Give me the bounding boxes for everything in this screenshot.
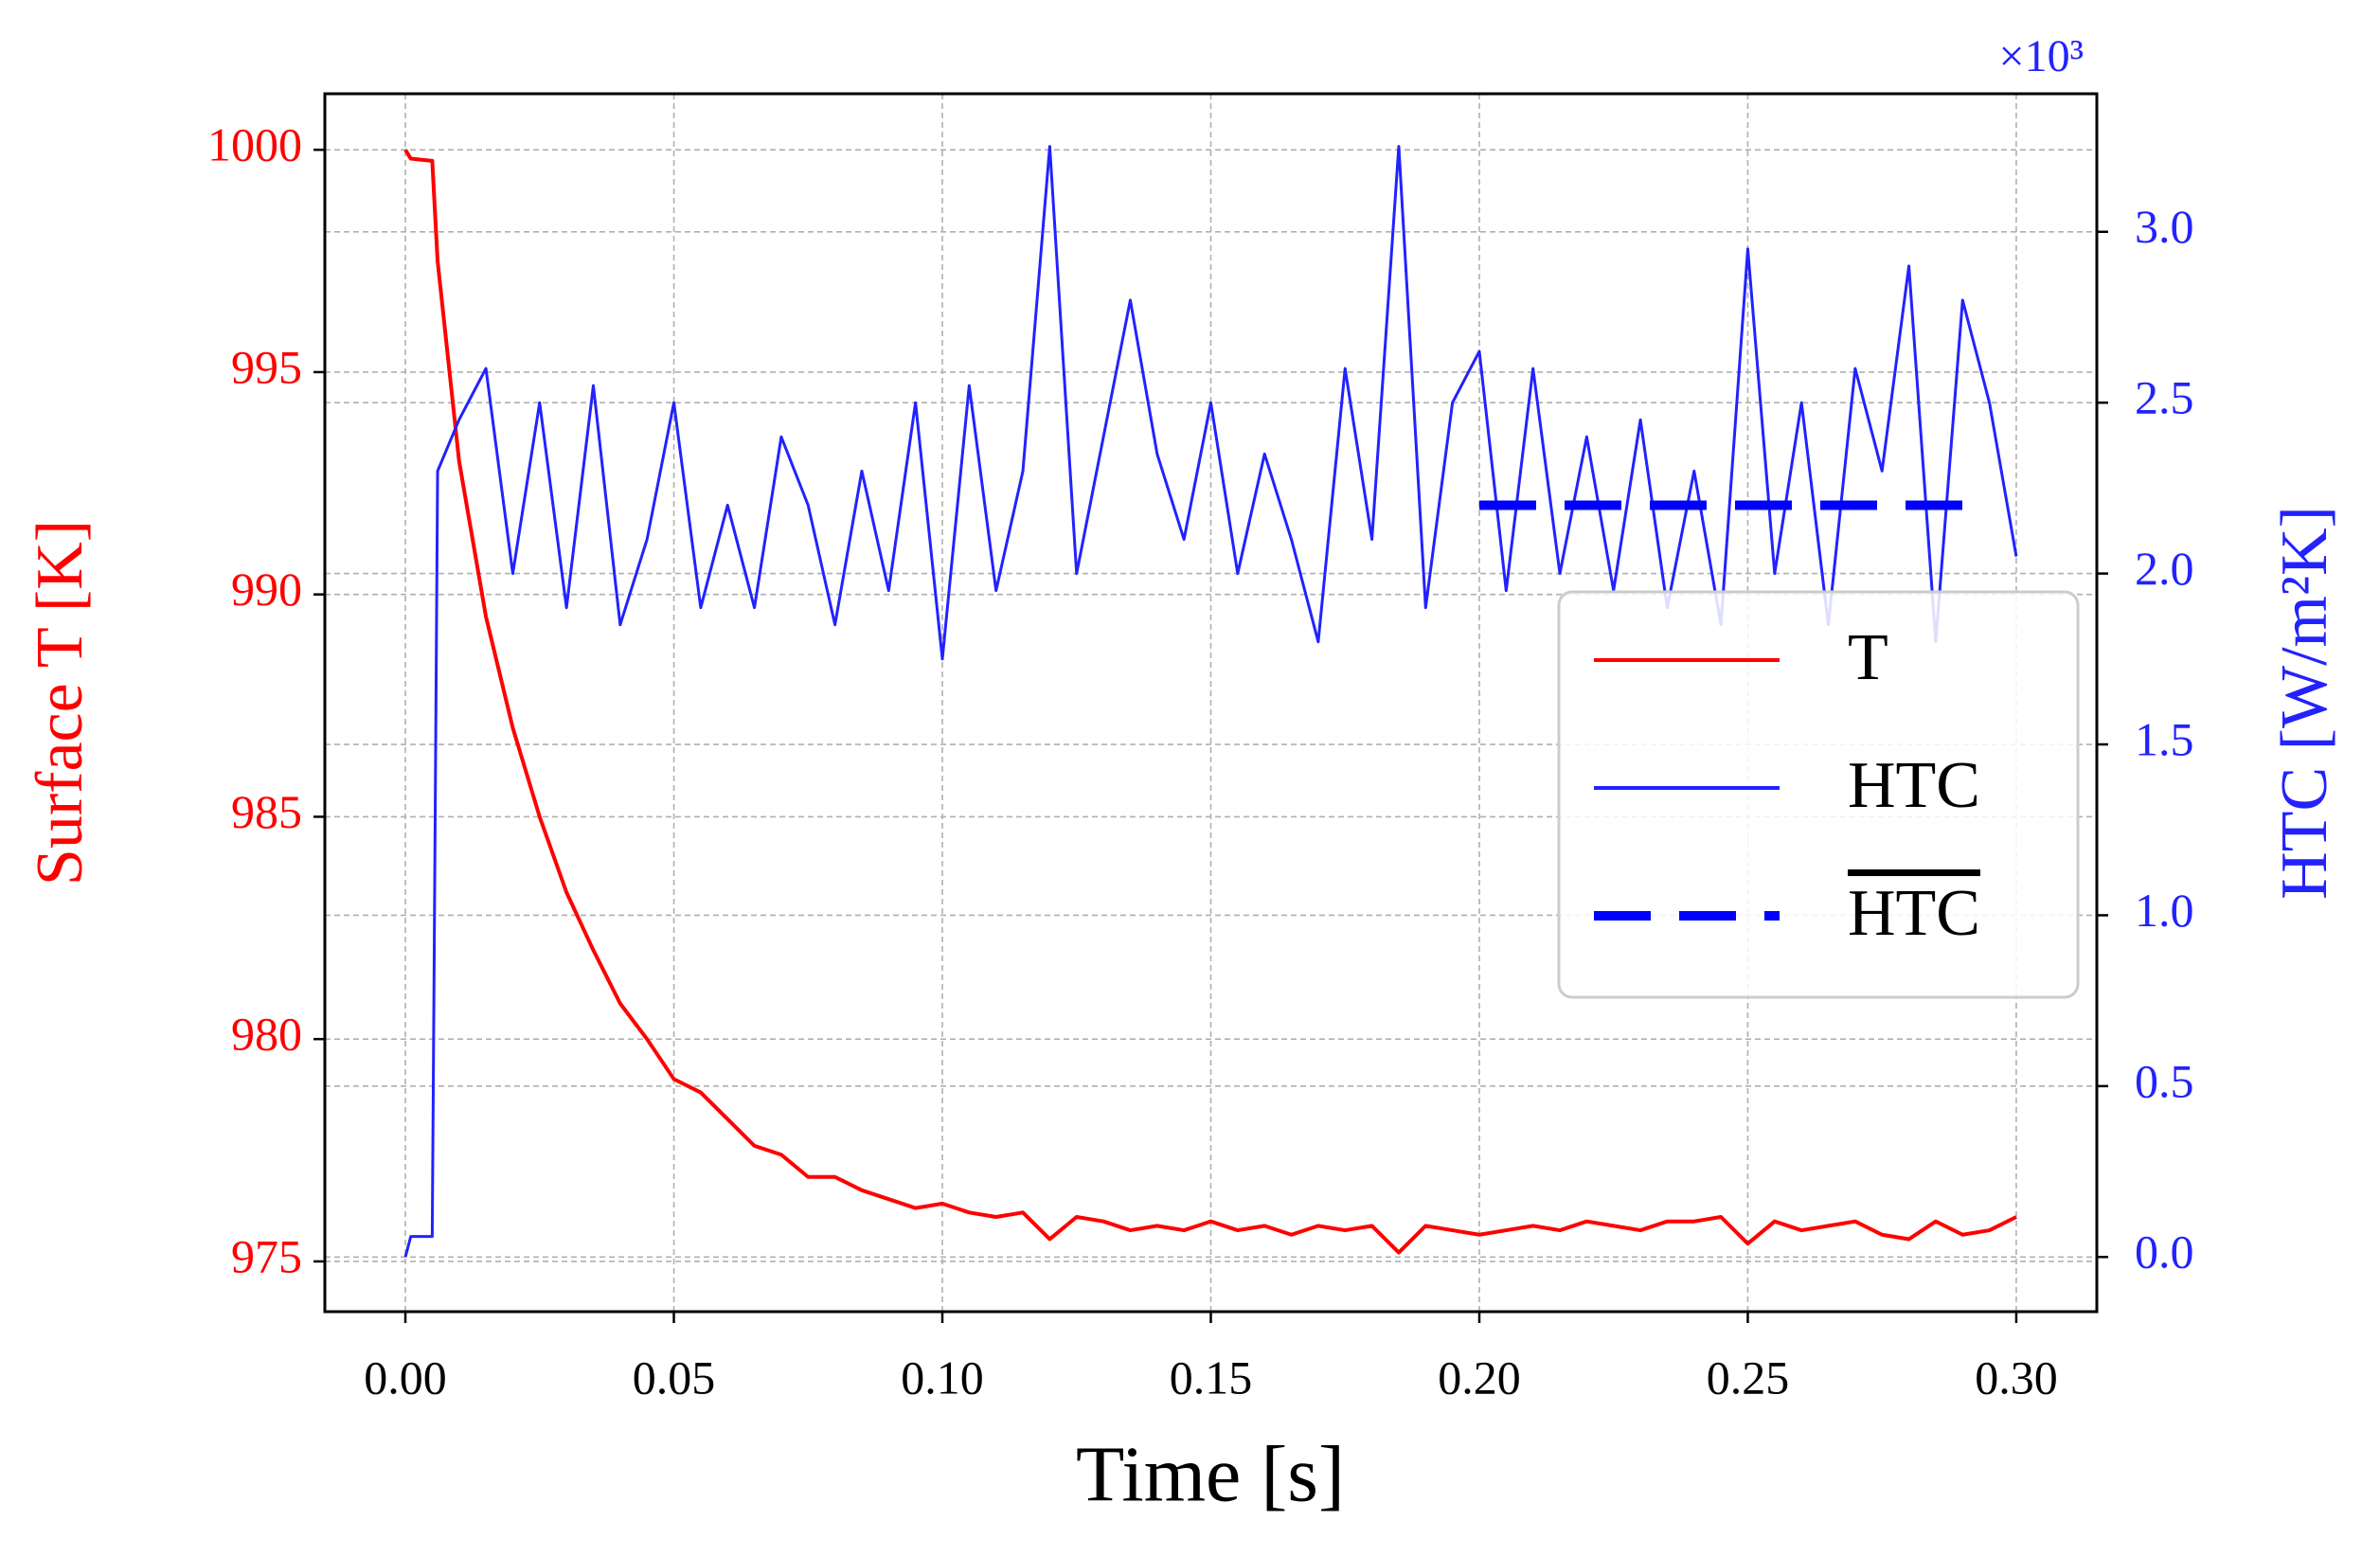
- y-tick-label: 1000: [207, 118, 302, 171]
- legend: T HTC HTC: [1557, 590, 2080, 999]
- y-axis-label: Surface T [K]: [24, 520, 97, 885]
- y2-tick-label: 0.0: [2135, 1225, 2194, 1279]
- x-tick-label: 0.10: [901, 1350, 984, 1404]
- y2-tick-label: 3.0: [2135, 200, 2194, 253]
- ticks: 0.00 0.05 0.10 0.15 0.20 0.25 0.30 975 980 985 990…: [207, 118, 2194, 1404]
- x-axis-label: Time [s]: [1076, 1430, 1345, 1518]
- y2-tick-label: 2.5: [2135, 371, 2194, 424]
- y2-tick-label: 1.0: [2135, 884, 2194, 937]
- x-tick-label: 0.25: [1707, 1350, 1790, 1404]
- y-tick-label: 990: [231, 563, 302, 616]
- x-tick-label: 0.20: [1438, 1350, 1521, 1404]
- legend-label: HTC: [1848, 749, 1980, 822]
- legend-label: T: [1848, 621, 1888, 694]
- y2-axis-label: HTC [W/m²K]: [2268, 506, 2341, 900]
- y2-tick-label: 1.5: [2135, 712, 2194, 765]
- series-line: [403, 149, 2017, 1255]
- y-tick-label: 980: [231, 1008, 302, 1061]
- y-tick-label: 995: [231, 340, 302, 393]
- y-tick-label: 975: [231, 1229, 302, 1282]
- x-tick-label: 0.30: [1975, 1350, 2058, 1404]
- y2-tick-label: 2.0: [2135, 542, 2194, 595]
- legend-box: [1557, 590, 2080, 999]
- grid: [325, 94, 2097, 1312]
- y2-tick-label: 0.5: [2135, 1054, 2194, 1107]
- y-tick-label: 985: [231, 785, 302, 838]
- series-line: [403, 145, 2018, 1258]
- plot-area: [403, 145, 2018, 1258]
- x-tick-label: 0.15: [1170, 1350, 1253, 1404]
- y2-offset-text: ×10³: [1999, 31, 2084, 81]
- x-tick-label: 0.05: [633, 1350, 716, 1404]
- legend-label: HTC: [1848, 877, 1980, 950]
- x-tick-label: 0.00: [364, 1350, 447, 1404]
